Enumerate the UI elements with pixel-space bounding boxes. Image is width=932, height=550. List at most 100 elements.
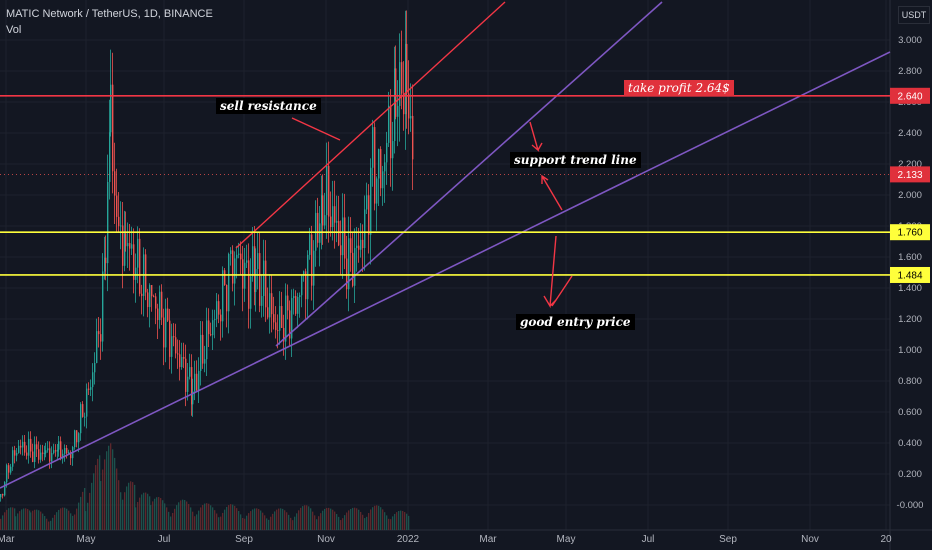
volume-bar [135,507,137,530]
volume-bar [128,482,130,530]
candle-body [92,372,94,388]
volume-bar [76,508,78,530]
volume-bar [164,503,166,530]
volume-bar [38,510,40,530]
candle-body [287,295,289,311]
candle-body [181,356,183,368]
volume-bar [132,482,134,530]
candle-body [189,367,191,377]
volume-bar [14,508,16,530]
volume-bar [106,451,108,530]
y-tick-label: 0.200 [898,469,922,480]
candle-body [153,296,155,298]
y-tick-label: 0.400 [898,438,922,449]
candle-body [346,258,348,290]
volume-bar [112,449,114,530]
annotation-support-trend-line: support trend line [510,152,641,168]
volume-bar [143,492,145,530]
candle-body [410,115,412,119]
volume-bar [206,503,208,530]
candle-body [196,373,198,391]
volume-bar [248,513,250,530]
volume-bar [108,445,110,530]
candle-body [42,452,44,454]
candle-body [4,482,6,496]
volume-bar [208,503,210,530]
volume-bar [166,507,168,530]
candle-body [395,68,397,117]
volume-bar [190,507,192,530]
candle-body [22,441,24,448]
volume-bar [328,507,330,530]
volume-bar [104,459,106,530]
volume-bar [194,516,196,530]
volume-bar [342,518,344,530]
candle-body [269,293,271,318]
candle-body [36,444,38,450]
volume-bar [48,521,50,530]
volume-bar [298,510,300,530]
volume-bar [380,507,382,530]
candle-body [122,225,124,266]
candle-body [301,275,303,296]
volume-bar [70,513,72,530]
volume-bar [296,513,298,530]
candle-body [374,127,376,204]
candle-body [376,178,378,204]
candle-body [133,244,135,280]
volume-bar [392,516,394,530]
volume-bar [276,509,278,530]
candle-body [248,260,250,309]
arrow-entry-right [551,275,573,307]
annotation-take-profit: take profit 2.64$ [624,80,734,96]
candle-body [135,267,137,280]
candle-body [131,244,133,249]
volume-bar [282,508,284,530]
candle-body [187,376,189,392]
volume-bar [320,513,322,530]
candle-body [141,293,143,296]
volume-bar [322,510,324,530]
volume-bar [126,486,128,530]
volume-bar [364,518,366,530]
volume-bar [15,516,17,530]
volume-bar [52,517,54,530]
volume-bar [376,505,378,530]
candle-body [293,296,295,299]
volume-bar [66,508,68,530]
volume-bar [302,506,304,530]
volume-bar [25,508,27,530]
candle-body [100,334,102,342]
volume-bar [318,516,320,530]
candle-body [250,276,252,309]
volume-bar [202,505,204,530]
volume-bar [62,507,64,530]
volume-bar [292,520,294,530]
volume-bar [29,510,31,530]
candle-body [96,331,98,363]
candle-body [216,301,218,320]
volume-bar [85,511,87,530]
volume-bar [172,512,174,530]
volume-bar [27,509,29,530]
volume-bar [338,516,340,530]
candle-body [283,327,285,342]
candle-body [368,195,370,235]
volume-bar [87,502,89,530]
candle-body [334,206,336,223]
candle-body [200,334,202,371]
volume-bar [200,507,202,530]
volume-bar [408,515,410,530]
candle-body [228,253,230,312]
candle-body [84,416,86,418]
candle-body [173,336,175,338]
volume-bar [272,513,274,530]
candle-body [64,448,66,454]
candle-body [32,451,34,463]
candle-body [175,337,177,354]
candle-body [322,195,324,226]
currency-label: USDT [898,6,930,24]
candle-body [137,238,139,268]
arrow-sell-resistance [291,117,341,141]
